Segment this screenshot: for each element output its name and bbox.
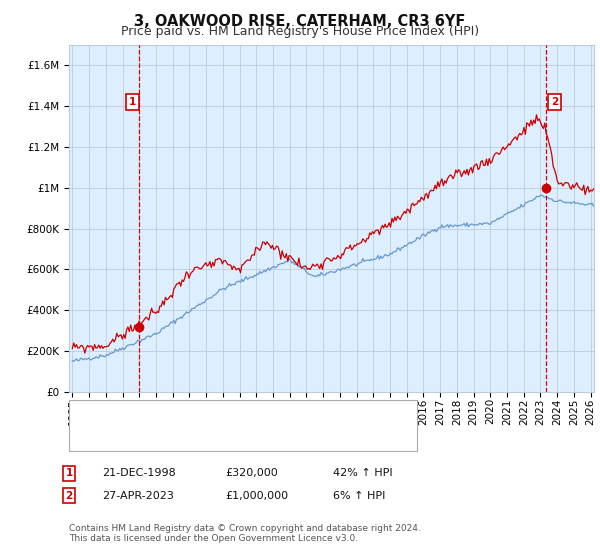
Text: Price paid vs. HM Land Registry's House Price Index (HPI): Price paid vs. HM Land Registry's House … — [121, 25, 479, 38]
Text: ——: —— — [75, 404, 100, 417]
Text: 27-APR-2023: 27-APR-2023 — [102, 491, 174, 501]
Text: HPI: Average price, detached house, Tandridge: HPI: Average price, detached house, Tand… — [102, 437, 346, 447]
Text: 1: 1 — [129, 97, 136, 107]
Text: 2: 2 — [65, 491, 73, 501]
Text: 2: 2 — [551, 97, 558, 107]
Text: 3, OAKWOOD RISE, CATERHAM, CR3 6YF: 3, OAKWOOD RISE, CATERHAM, CR3 6YF — [134, 14, 466, 29]
Text: £320,000: £320,000 — [225, 468, 278, 478]
Text: 42% ↑ HPI: 42% ↑ HPI — [333, 468, 392, 478]
Text: 21-DEC-1998: 21-DEC-1998 — [102, 468, 176, 478]
Text: 6% ↑ HPI: 6% ↑ HPI — [333, 491, 385, 501]
Text: 3, OAKWOOD RISE, CATERHAM, CR3 6YF (detached house): 3, OAKWOOD RISE, CATERHAM, CR3 6YF (deta… — [102, 405, 407, 416]
Text: ——: —— — [75, 436, 100, 449]
Text: Contains HM Land Registry data © Crown copyright and database right 2024.
This d: Contains HM Land Registry data © Crown c… — [69, 524, 421, 543]
Text: £1,000,000: £1,000,000 — [225, 491, 288, 501]
Text: 1: 1 — [65, 468, 73, 478]
